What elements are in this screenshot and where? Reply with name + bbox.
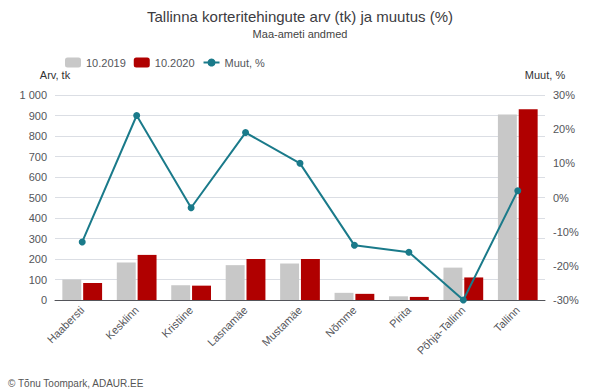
svg-text:Kristiine: Kristiine [159,304,195,340]
svg-text:Muut, %: Muut, % [225,57,266,69]
svg-text:Põhja-Tallinn: Põhja-Tallinn [415,304,468,357]
svg-text:0: 0 [41,294,47,306]
svg-text:Lasnamäe: Lasnamäe [205,304,250,349]
svg-text:Mustamäe: Mustamäe [259,304,304,349]
svg-text:0%: 0% [553,192,569,204]
svg-text:-30%: -30% [553,294,579,306]
svg-text:500: 500 [29,192,47,204]
svg-text:Maa-ameti andmed: Maa-ameti andmed [253,28,348,40]
svg-text:Tallinna korteritehingute arv: Tallinna korteritehingute arv (tk) ja mu… [147,8,453,25]
svg-text:30%: 30% [553,89,575,101]
svg-text:Haabersti: Haabersti [45,304,87,346]
svg-text:Tallinn: Tallinn [492,304,523,335]
svg-text:200: 200 [29,253,47,265]
svg-text:10.2020: 10.2020 [155,57,195,69]
svg-text:Nõmme: Nõmme [323,304,359,340]
svg-text:1 000: 1 000 [19,89,47,101]
svg-text:20%: 20% [553,123,575,135]
svg-text:10%: 10% [553,157,575,169]
svg-text:10.2019: 10.2019 [86,57,126,69]
svg-text:600: 600 [29,171,47,183]
svg-text:900: 900 [29,110,47,122]
svg-text:300: 300 [29,233,47,245]
svg-text:Arv, tk: Arv, tk [40,69,71,81]
svg-text:100: 100 [29,274,47,286]
svg-text:-20%: -20% [553,260,579,272]
svg-text:Kesklinn: Kesklinn [103,304,141,342]
svg-text:400: 400 [29,212,47,224]
svg-text:© Tõnu Toompark, ADAUR.EE: © Tõnu Toompark, ADAUR.EE [8,378,144,389]
svg-text:Muut, %: Muut, % [525,69,566,81]
svg-text:800: 800 [29,130,47,142]
svg-text:700: 700 [29,151,47,163]
svg-text:Pirita: Pirita [387,303,414,330]
svg-text:-10%: -10% [553,226,579,238]
